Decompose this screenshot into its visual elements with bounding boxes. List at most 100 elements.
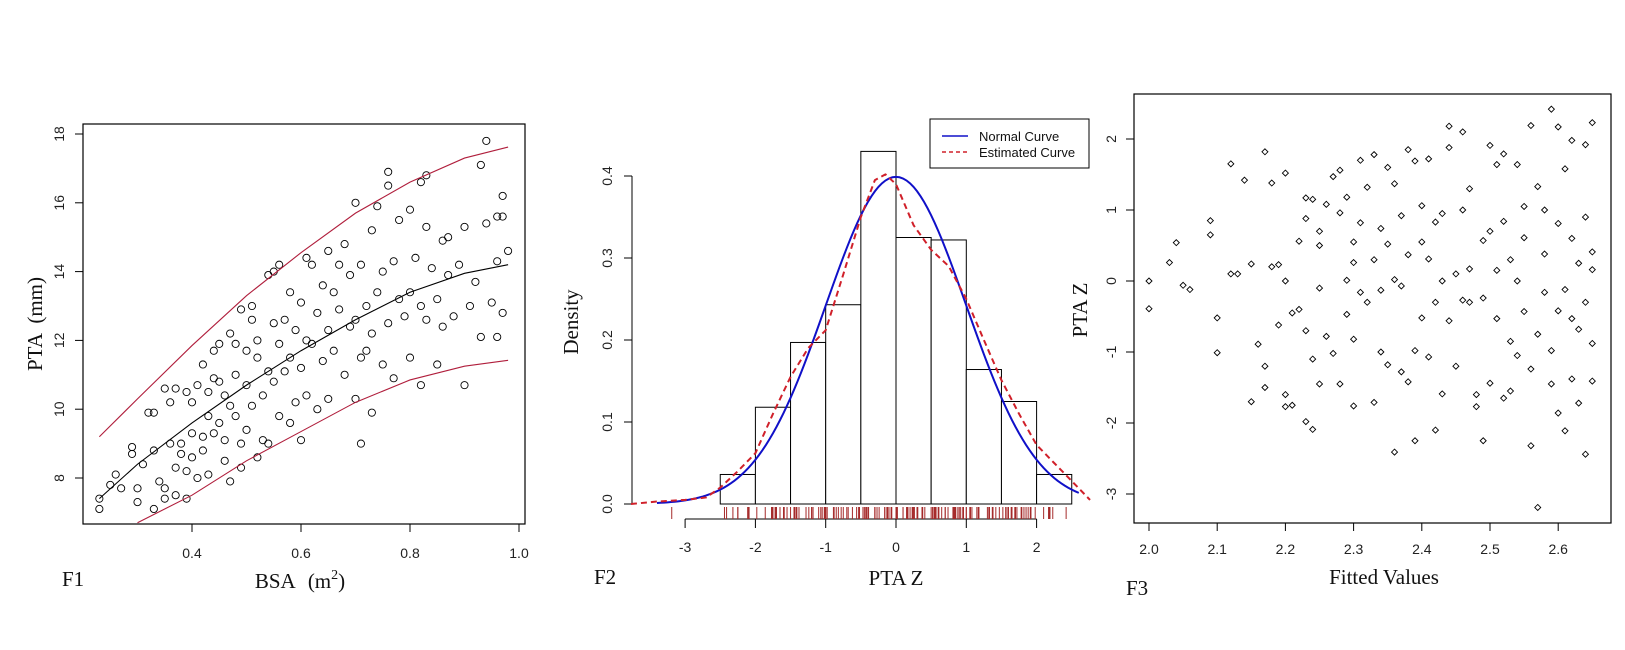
- f1-data-point: [313, 308, 322, 317]
- f1-x-axis-unit-sup: 2: [331, 568, 338, 583]
- f3-data-point: [1575, 399, 1583, 407]
- f3-data-point: [1145, 277, 1153, 285]
- f3-data-point: [1384, 240, 1392, 248]
- f3-data-point: [1186, 285, 1194, 294]
- f1-plot-frame: [82, 123, 526, 525]
- f1-data-point: [454, 260, 464, 269]
- f3-data-point: [1534, 182, 1542, 191]
- f1-y-tick-label: 14: [51, 264, 67, 280]
- f3-data-point: [1336, 380, 1344, 388]
- f1-data-point: [198, 360, 207, 369]
- f1-data-point: [258, 391, 267, 400]
- f3-data-point: [1302, 194, 1310, 202]
- f3-data-point: [1343, 310, 1351, 319]
- f3-data-point: [1431, 298, 1440, 306]
- f3-data-point: [1418, 202, 1426, 210]
- f3-data-point: [1336, 209, 1344, 217]
- f1-data-point: [335, 305, 344, 314]
- f1-data-point: [449, 312, 458, 321]
- f1-data-point: [269, 319, 278, 328]
- f3-data-point: [1547, 105, 1556, 113]
- f1-x-axis-title: BSA (m2): [255, 568, 345, 593]
- f3-data-point: [1329, 349, 1337, 358]
- f1-data-point: [171, 491, 180, 500]
- f1-data-point: [345, 270, 355, 280]
- f1-data-point: [149, 408, 158, 417]
- f3-data-point: [1315, 380, 1324, 388]
- f3-data-point: [1179, 281, 1187, 289]
- f2-y-tick-label: 0.2: [599, 330, 615, 350]
- f3-data-point: [1315, 227, 1324, 235]
- f1-data-point: [422, 315, 431, 324]
- f1-data-point: [362, 301, 371, 311]
- estimated-curve: [630, 173, 1091, 505]
- f1-data-point: [231, 412, 240, 421]
- f1-data-point: [204, 470, 213, 479]
- histogram-bar: [719, 473, 756, 505]
- f1-data-point: [187, 429, 197, 438]
- f1-data-point: [296, 363, 306, 372]
- f3-data-point: [1404, 146, 1412, 154]
- f1-data-point: [286, 353, 295, 362]
- f1-data-point: [117, 484, 126, 493]
- f3-plot-frame: [1133, 93, 1612, 524]
- histogram-bar: [895, 237, 932, 505]
- f2-x-tick-label: -2: [749, 539, 762, 555]
- f3-data-point: [1309, 425, 1317, 434]
- f1-data-point: [231, 370, 240, 379]
- f3-data-point: [1302, 214, 1310, 223]
- f1-data-point: [204, 412, 213, 421]
- f1-data-point: [258, 436, 267, 445]
- f1-data-point: [215, 377, 224, 386]
- f1-data-point: [280, 315, 289, 324]
- panel-f2: 0.0 0.1 0.2 0.3 0.4 -3 -2 -1 0 1 2 Density PTA Z F…: [559, 118, 1091, 590]
- f1-data-point: [133, 484, 142, 493]
- f3-data-point: [1370, 150, 1378, 159]
- f3-data-point: [1390, 180, 1399, 188]
- f2-y-tick-label: 0.3: [599, 248, 615, 268]
- f1-data-point: [242, 381, 251, 390]
- f3-data-point: [1588, 266, 1596, 274]
- f1-data-point: [215, 339, 224, 348]
- f3-data-point: [1404, 251, 1412, 259]
- f3-data-point: [1527, 365, 1535, 373]
- f3-data-point: [1561, 285, 1569, 294]
- f1-data-point: [465, 301, 475, 311]
- f3-data-point: [1315, 241, 1324, 250]
- f1-data-point: [286, 418, 295, 428]
- f1-data-point: [236, 463, 246, 472]
- f3-data-point: [1445, 317, 1453, 325]
- f3-data-point: [1349, 335, 1358, 343]
- f1-data-point: [236, 305, 246, 314]
- f1-data-point: [269, 377, 278, 386]
- f3-data-point: [1445, 122, 1453, 130]
- f1-data-point: [471, 277, 480, 286]
- f1-data-point: [384, 167, 393, 176]
- f1-y-tick-label: 8: [51, 474, 67, 482]
- f1-x-tick-label: 1.0: [509, 545, 529, 561]
- f3-data-point: [1411, 157, 1419, 165]
- f1-data-point: [171, 463, 180, 472]
- f1-data-point: [405, 205, 415, 214]
- f1-data-point: [373, 202, 382, 211]
- f1-data-point: [324, 326, 333, 335]
- histogram-bar: [790, 341, 827, 505]
- f3-data-point: [1349, 402, 1358, 410]
- f1-data-point: [296, 298, 306, 307]
- f3-data-point: [1213, 314, 1221, 322]
- f1-data-point: [340, 240, 349, 249]
- f3-data-point: [1309, 195, 1317, 203]
- f3-data-point: [1506, 256, 1515, 264]
- f1-data-point: [498, 308, 507, 317]
- f3-data-point: [1363, 298, 1371, 306]
- f3-data-point: [1377, 286, 1385, 294]
- f3-data-point: [1315, 284, 1324, 292]
- f2-y-tick-label: 0.4: [599, 166, 615, 186]
- f3-data-point: [1418, 238, 1426, 246]
- f3-x-tick-label: 2.1: [1207, 541, 1227, 557]
- f2-x-tick-label: 0: [892, 539, 900, 555]
- f3-data-point: [1506, 387, 1515, 395]
- f1-data-point: [264, 439, 273, 448]
- f1-data-point: [356, 353, 366, 362]
- f1-data-point: [340, 370, 349, 379]
